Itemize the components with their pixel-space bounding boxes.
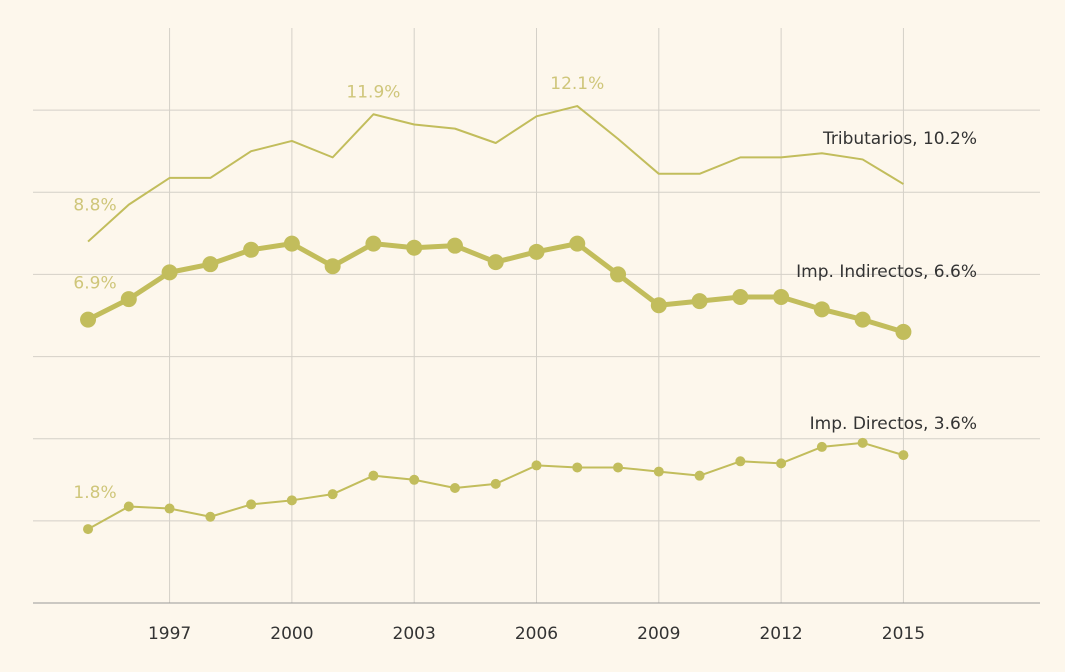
point-marker bbox=[773, 289, 790, 306]
x-tick-label: 2006 bbox=[515, 624, 558, 644]
point-marker bbox=[243, 241, 260, 258]
x-tick-label: 1997 bbox=[148, 624, 191, 644]
point-marker bbox=[161, 264, 178, 281]
series-label: Imp. Directos, 3.6% bbox=[810, 414, 977, 434]
x-tick-label: 2003 bbox=[393, 624, 436, 644]
point-marker bbox=[694, 470, 705, 481]
data-label: 1.8% bbox=[73, 483, 116, 503]
point-marker bbox=[406, 239, 423, 256]
point-marker bbox=[487, 254, 504, 271]
point-marker bbox=[813, 301, 830, 318]
point-marker bbox=[816, 441, 827, 452]
point-marker bbox=[857, 437, 868, 448]
point-marker bbox=[895, 323, 912, 340]
data-label: 11.9% bbox=[346, 82, 400, 102]
point-marker bbox=[898, 450, 909, 461]
point-marker bbox=[446, 237, 463, 254]
data-label: 8.8% bbox=[73, 196, 116, 216]
point-marker bbox=[528, 243, 545, 260]
point-marker bbox=[735, 456, 746, 467]
x-tick-label: 2009 bbox=[637, 624, 680, 644]
point-marker bbox=[202, 256, 219, 273]
point-marker bbox=[164, 503, 175, 514]
point-marker bbox=[610, 266, 627, 283]
data-label: 12.1% bbox=[550, 74, 604, 94]
point-marker bbox=[449, 483, 460, 493]
point-marker bbox=[531, 460, 542, 471]
point-marker bbox=[327, 489, 338, 500]
point-marker bbox=[324, 258, 341, 275]
point-marker bbox=[613, 462, 624, 473]
point-marker bbox=[653, 466, 664, 477]
point-marker bbox=[569, 235, 586, 252]
point-marker bbox=[572, 462, 583, 473]
x-tick-label: 2015 bbox=[882, 624, 925, 644]
point-marker bbox=[205, 511, 216, 522]
point-marker bbox=[120, 291, 137, 308]
x-tick-label: 2012 bbox=[759, 624, 802, 644]
series-label: Imp. Indirectos, 6.6% bbox=[796, 262, 977, 282]
point-marker bbox=[123, 501, 134, 512]
point-marker bbox=[691, 293, 708, 310]
point-marker bbox=[83, 524, 94, 535]
point-marker bbox=[283, 235, 300, 252]
point-marker bbox=[368, 470, 379, 481]
series-line bbox=[87, 105, 904, 243]
point-marker bbox=[409, 474, 420, 485]
point-marker bbox=[650, 297, 667, 314]
point-marker bbox=[732, 289, 749, 306]
point-marker bbox=[490, 478, 501, 489]
point-marker bbox=[246, 499, 257, 510]
point-marker bbox=[776, 458, 787, 469]
point-marker bbox=[80, 311, 97, 328]
point-marker bbox=[854, 311, 871, 328]
data-label: 6.9% bbox=[73, 274, 116, 294]
series-label: Tributarios, 10.2% bbox=[822, 129, 977, 149]
point-marker bbox=[286, 495, 297, 506]
x-tick-label: 2000 bbox=[270, 624, 313, 644]
point-marker bbox=[365, 235, 382, 252]
